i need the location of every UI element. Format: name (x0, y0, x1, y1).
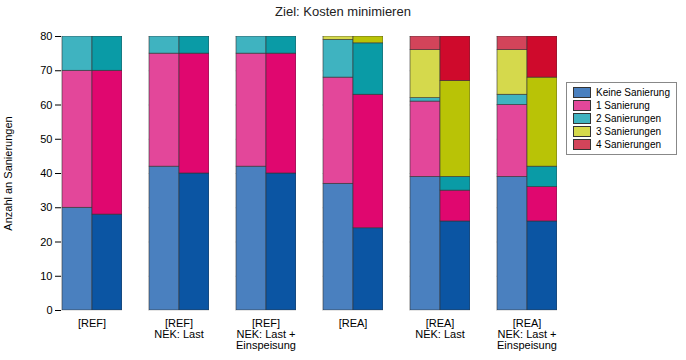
svg-text:30: 30 (40, 201, 52, 213)
svg-text:20: 20 (40, 236, 52, 248)
html-text:2 Sanierungen: 2 Sanierungen (596, 113, 662, 124)
svg-text:[REA]NEK: Last: [REA]NEK: Last (415, 317, 465, 340)
svg-text:[REF]NEK: Last +Einspeisung: [REF]NEK: Last +Einspeisung (236, 317, 296, 351)
html-text:Ziel: Kosten minimieren: Ziel: Kosten minimieren (275, 4, 411, 19)
html-text:3 Sanierungen: 3 Sanierungen (596, 126, 662, 137)
svg-text:60: 60 (40, 99, 52, 111)
svg-text:Anzahl an Sanierungen: Anzahl an Sanierungen (2, 116, 14, 230)
svg-text:[REF]NEK: Last: [REF]NEK: Last (154, 317, 204, 340)
html-text:Keine Sanierung: Keine Sanierung (596, 87, 670, 98)
svg-text:10: 10 (40, 270, 52, 282)
svg-text:0: 0 (46, 304, 52, 316)
html-text:1 Sanierung: 1 Sanierung (596, 100, 650, 111)
svg-text:[REA]: [REA] (339, 317, 368, 329)
svg-text:[REA]NEK: Last +Einspeisung: [REA]NEK: Last +Einspeisung (497, 317, 557, 351)
svg-text:50: 50 (40, 133, 52, 145)
html-text:4 Sanierungen: 4 Sanierungen (596, 139, 662, 150)
svg-text:[REF]: [REF] (78, 317, 106, 329)
svg-text:80: 80 (40, 30, 52, 42)
svg-text:40: 40 (40, 167, 52, 179)
svg-text:70: 70 (40, 64, 52, 76)
